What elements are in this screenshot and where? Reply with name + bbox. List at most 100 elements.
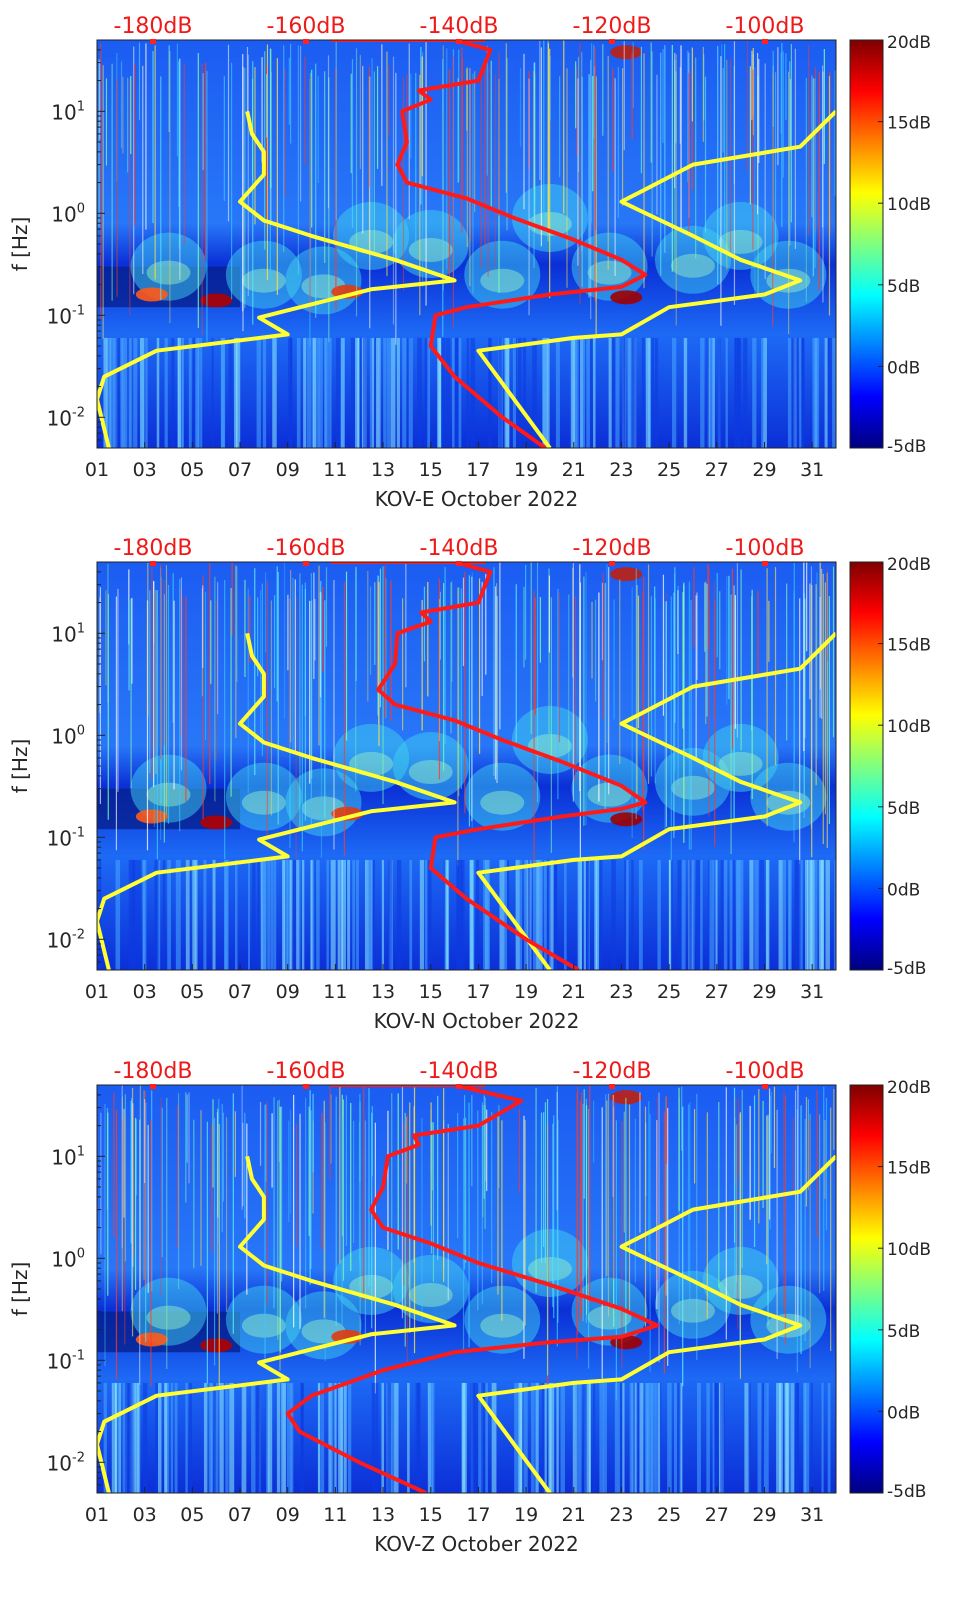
colorbar-tick-label: 5dB bbox=[887, 799, 920, 819]
spectrogram-panel-2: 01 03 05 07 09 11 13 15 17 19 21 23 25 27 29 31 KOV-N Oc… bbox=[8, 536, 931, 1033]
x-tick-label: 13 bbox=[371, 459, 395, 481]
y-axis-label: f [Hz] bbox=[8, 1262, 32, 1317]
colorbar-tick-label: 20dB bbox=[887, 555, 931, 575]
x-tick-label: 15 bbox=[419, 459, 443, 481]
y-tick-label: 101 bbox=[51, 99, 85, 124]
colorbar-tick-label: 20dB bbox=[887, 1078, 931, 1098]
top-db-label: -160dB bbox=[267, 1059, 346, 1084]
colorbar: 20dB 15dB 10dB 5dB 0dB -5dB bbox=[849, 33, 931, 457]
x-tick-label: 01 bbox=[85, 459, 109, 481]
x-tick-label: 11 bbox=[323, 981, 347, 1003]
x-tick-label: 27 bbox=[705, 1504, 729, 1526]
x-tick-label: 27 bbox=[705, 981, 729, 1003]
spectrogram-panel-1: 01 03 05 07 09 11 13 15 17 19 21 23 25 27 29 31 KOV-E Oc… bbox=[8, 14, 931, 511]
y-tick-label: 10-2 bbox=[47, 405, 85, 430]
y-tick-label: 101 bbox=[51, 621, 85, 646]
colorbar-tick-label: 20dB bbox=[887, 33, 931, 53]
x-tick-label: 01 bbox=[85, 981, 109, 1003]
top-db-label: -180dB bbox=[114, 536, 193, 561]
top-db-label: -180dB bbox=[114, 14, 193, 39]
x-tick-label: 05 bbox=[180, 1504, 204, 1526]
median-psd-curve bbox=[285, 1085, 660, 1493]
y-tick-label: 10-1 bbox=[47, 825, 85, 850]
colorbar-tick-label: 10dB bbox=[887, 195, 931, 215]
noise-model-curve-1 bbox=[97, 632, 457, 970]
x-tick-label: 01 bbox=[85, 1504, 109, 1526]
colorbar-tick-label: 5dB bbox=[887, 1322, 920, 1342]
colorbar-tick-label: 10dB bbox=[887, 717, 931, 737]
x-tick-label: 09 bbox=[276, 459, 300, 481]
x-tick-label: 29 bbox=[752, 981, 776, 1003]
top-db-label: -120dB bbox=[573, 1059, 652, 1084]
x-tick-label: 17 bbox=[466, 1504, 490, 1526]
x-tick-label: 23 bbox=[609, 1504, 633, 1526]
x-tick-label: 19 bbox=[514, 459, 538, 481]
top-db-label: -100dB bbox=[726, 536, 805, 561]
x-axis-label: KOV-E October 2022 bbox=[375, 487, 578, 511]
x-tick-label: 25 bbox=[657, 459, 681, 481]
x-axis-label: KOV-Z October 2022 bbox=[374, 1532, 579, 1556]
y-tick-label: 101 bbox=[51, 1144, 85, 1169]
median-psd-curve bbox=[376, 562, 648, 970]
colorbar: 20dB 15dB 10dB 5dB 0dB -5dB bbox=[849, 555, 931, 979]
x-tick-label: 27 bbox=[705, 459, 729, 481]
x-tick-label: 21 bbox=[562, 459, 586, 481]
x-tick-label: 15 bbox=[419, 981, 443, 1003]
spectrogram-panel-3: 01 03 05 07 09 11 13 15 17 19 21 23 25 27 29 31 KOV-Z Oc… bbox=[8, 1059, 931, 1556]
colorbar-tick-label: 0dB bbox=[887, 1403, 920, 1423]
x-tick-label: 25 bbox=[657, 1504, 681, 1526]
x-tick-label: 21 bbox=[562, 1504, 586, 1526]
x-tick-label: 07 bbox=[228, 981, 252, 1003]
median-psd-curve bbox=[395, 40, 648, 448]
noise-model-curve-1 bbox=[97, 110, 457, 448]
spectrogram-image bbox=[97, 1085, 836, 1493]
x-tick-label: 11 bbox=[323, 459, 347, 481]
x-tick-label: 07 bbox=[228, 1504, 252, 1526]
x-tick-label: 03 bbox=[133, 1504, 157, 1526]
x-tick-label: 05 bbox=[180, 459, 204, 481]
y-tick-label: 10-2 bbox=[47, 1450, 85, 1475]
y-tick-label: 10-1 bbox=[47, 1348, 85, 1373]
noise-model-curve-1 bbox=[97, 1155, 457, 1493]
colorbar-tick-label: 0dB bbox=[887, 358, 920, 378]
colorbar-tick-label: -5dB bbox=[887, 1482, 926, 1502]
x-tick-label: 13 bbox=[371, 1504, 395, 1526]
x-tick-label: 13 bbox=[371, 981, 395, 1003]
x-tick-label: 31 bbox=[800, 981, 824, 1003]
x-tick-label: 23 bbox=[609, 459, 633, 481]
top-db-label: -100dB bbox=[726, 1059, 805, 1084]
y-tick-label: 100 bbox=[51, 1246, 85, 1271]
top-db-label: -180dB bbox=[114, 1059, 193, 1084]
colorbar-tick-label: 0dB bbox=[887, 880, 920, 900]
colorbar-tick-label: 5dB bbox=[887, 277, 920, 297]
x-tick-label: 09 bbox=[276, 1504, 300, 1526]
y-tick-label: 10-1 bbox=[47, 303, 85, 328]
x-axis-label: KOV-N October 2022 bbox=[374, 1009, 580, 1033]
colorbar-tick-label: -5dB bbox=[887, 437, 926, 457]
x-tick-label: 09 bbox=[276, 981, 300, 1003]
x-tick-label: 03 bbox=[133, 459, 157, 481]
x-tick-label: 11 bbox=[323, 1504, 347, 1526]
x-tick-label: 15 bbox=[419, 1504, 443, 1526]
top-db-label: -140dB bbox=[420, 536, 499, 561]
noise-model-curve-2 bbox=[476, 109, 836, 448]
x-tick-label: 05 bbox=[180, 981, 204, 1003]
x-tick-label: 19 bbox=[514, 981, 538, 1003]
y-tick-label: 10-2 bbox=[47, 927, 85, 952]
colorbar-tick-label: -5dB bbox=[887, 959, 926, 979]
y-axis-label: f [Hz] bbox=[8, 217, 32, 272]
x-tick-label: 03 bbox=[133, 981, 157, 1003]
x-tick-label: 31 bbox=[800, 459, 824, 481]
x-tick-label: 31 bbox=[800, 1504, 824, 1526]
top-db-label: -160dB bbox=[267, 14, 346, 39]
top-db-label: -120dB bbox=[573, 14, 652, 39]
x-tick-label: 23 bbox=[609, 981, 633, 1003]
x-tick-label: 25 bbox=[657, 981, 681, 1003]
x-tick-label: 29 bbox=[752, 459, 776, 481]
x-tick-label: 07 bbox=[228, 459, 252, 481]
x-tick-label: 17 bbox=[466, 459, 490, 481]
noise-model-curve-2 bbox=[476, 1154, 836, 1493]
colorbar-tick-label: 15dB bbox=[887, 636, 931, 656]
y-tick-label: 100 bbox=[51, 723, 85, 748]
top-db-label: -120dB bbox=[573, 536, 652, 561]
